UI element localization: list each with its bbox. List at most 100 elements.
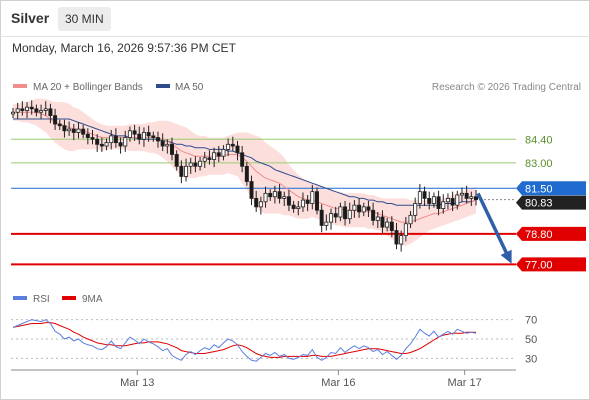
level-label-84.40: 84.40 bbox=[525, 134, 553, 146]
candle bbox=[324, 214, 329, 231]
legend-ma20-swatch bbox=[13, 84, 27, 88]
candle bbox=[10, 107, 15, 119]
candle bbox=[170, 137, 175, 161]
legend-9ma-label: 9MA bbox=[82, 294, 103, 305]
candle bbox=[226, 138, 231, 157]
candle bbox=[305, 195, 310, 212]
candle bbox=[235, 140, 240, 161]
candle bbox=[127, 126, 132, 142]
candle bbox=[76, 122, 81, 139]
candle bbox=[366, 200, 371, 218]
candle bbox=[62, 119, 67, 138]
candle bbox=[464, 185, 469, 204]
level-label-77.00: 77.00 bbox=[525, 259, 553, 271]
candle bbox=[417, 184, 422, 209]
candle bbox=[413, 197, 418, 223]
level-tag-81.50 bbox=[516, 181, 586, 196]
level-tag-80.83 bbox=[516, 195, 586, 210]
candle bbox=[310, 184, 315, 210]
level-label-80.83: 80.83 bbox=[525, 198, 553, 210]
level-label-78.80: 78.80 bbox=[525, 229, 553, 241]
rsi-tick-label: 70 bbox=[525, 315, 537, 327]
rsi-legend: RSI 9MA bbox=[13, 294, 103, 305]
candle bbox=[459, 187, 464, 202]
projection-arrow-head bbox=[500, 249, 512, 264]
candle bbox=[57, 119, 62, 130]
candle bbox=[212, 147, 217, 168]
legend-ma20-label: MA 20 + Bollinger Bands bbox=[33, 82, 143, 93]
candle bbox=[174, 150, 179, 171]
candle bbox=[155, 131, 160, 148]
candle bbox=[95, 134, 100, 152]
candle bbox=[300, 192, 305, 212]
candle bbox=[408, 211, 413, 228]
rsi-panel: 70 50 30 bbox=[11, 315, 537, 365]
candle bbox=[184, 158, 189, 182]
legend-9ma-swatch bbox=[62, 296, 76, 300]
candle bbox=[254, 190, 259, 212]
level-label-83.00: 83.00 bbox=[525, 158, 553, 170]
candle bbox=[240, 146, 245, 173]
price-levels bbox=[11, 138, 516, 266]
rsi-line bbox=[12, 319, 477, 362]
candle bbox=[347, 202, 352, 224]
rsi-tick-label: 30 bbox=[525, 353, 537, 365]
legend-rsi-label: RSI bbox=[33, 294, 50, 305]
candle bbox=[113, 128, 118, 148]
x-tick-label: Mar 16 bbox=[321, 377, 355, 389]
candle bbox=[39, 104, 44, 119]
rsi-9ma-line bbox=[12, 322, 476, 358]
candle bbox=[282, 191, 287, 207]
candle bbox=[151, 131, 156, 142]
candle bbox=[380, 210, 385, 234]
candle bbox=[123, 130, 128, 152]
moving-averages bbox=[13, 111, 477, 223]
candle bbox=[343, 200, 348, 226]
candle bbox=[436, 190, 441, 216]
x-tick-label: Mar 13 bbox=[120, 377, 154, 389]
legend-ma50-swatch bbox=[156, 84, 170, 88]
candle bbox=[141, 127, 146, 147]
candle bbox=[352, 200, 357, 218]
candle bbox=[268, 189, 273, 201]
candle bbox=[469, 191, 474, 207]
candle bbox=[244, 162, 249, 186]
candle bbox=[314, 187, 319, 215]
candle bbox=[333, 206, 338, 223]
x-axis: Mar 13 Mar 16 Mar 17 bbox=[11, 369, 516, 389]
candle bbox=[263, 186, 268, 208]
candle bbox=[450, 191, 455, 212]
candle bbox=[403, 217, 408, 242]
candle bbox=[473, 189, 478, 206]
candle bbox=[394, 222, 399, 250]
candle bbox=[319, 204, 324, 233]
candle bbox=[371, 202, 376, 226]
candle bbox=[160, 133, 165, 152]
candle bbox=[277, 184, 282, 204]
candle bbox=[296, 200, 301, 216]
instrument-title: Silver bbox=[11, 10, 50, 26]
level-tag-77.00 bbox=[516, 257, 586, 272]
candle bbox=[118, 137, 123, 154]
header-divider bbox=[0, 36, 590, 37]
candle bbox=[221, 145, 226, 161]
price-level-labels: 84.40 83.00 81.50 80.83 78.80 77.00 bbox=[516, 134, 586, 272]
candle bbox=[67, 121, 72, 136]
candle bbox=[338, 202, 343, 222]
credit-text: Research © 2026 Trading Central bbox=[432, 82, 581, 93]
candle bbox=[445, 193, 450, 210]
candle bbox=[20, 101, 25, 116]
projection-arrow-shaft bbox=[476, 192, 511, 260]
candle bbox=[389, 216, 394, 238]
candle bbox=[132, 124, 137, 141]
candle bbox=[399, 230, 404, 252]
candle bbox=[361, 202, 366, 217]
candle bbox=[48, 103, 53, 124]
candle bbox=[216, 146, 221, 163]
legend-ma50-label: MA 50 bbox=[175, 82, 204, 93]
candle bbox=[422, 186, 427, 207]
candle bbox=[202, 151, 207, 168]
candle bbox=[427, 191, 432, 210]
timeframe-button[interactable]: 30 MIN bbox=[58, 7, 111, 31]
